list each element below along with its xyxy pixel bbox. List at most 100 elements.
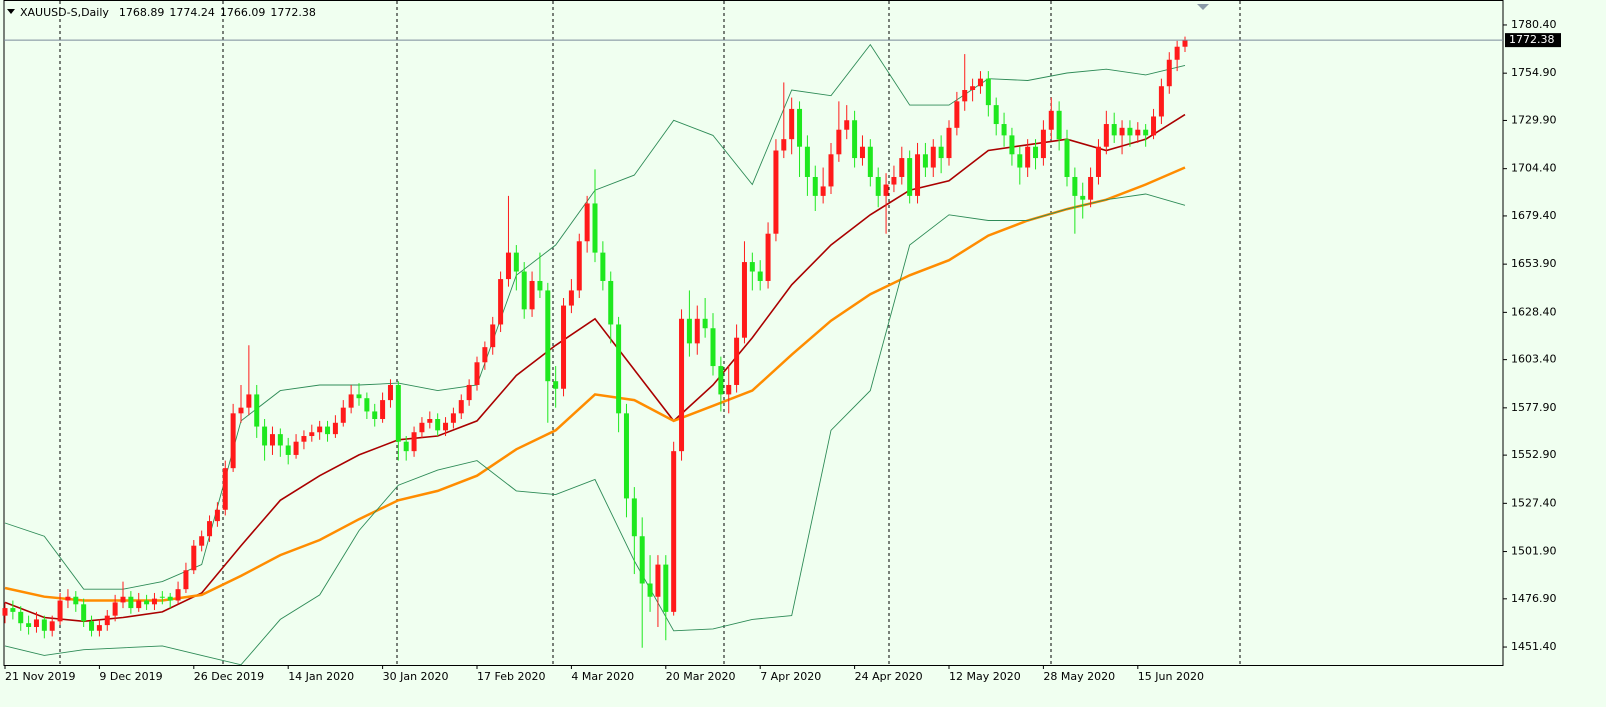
candle-body xyxy=(1033,146,1039,159)
y-tick-label: 1653.90 xyxy=(1511,257,1557,270)
candle-body xyxy=(2,608,8,616)
candle-body xyxy=(96,625,102,631)
candle-body xyxy=(828,154,834,187)
candle-body xyxy=(922,154,928,168)
y-tick-label: 1501.90 xyxy=(1511,545,1557,558)
candle-body xyxy=(962,90,968,102)
candle-body xyxy=(883,184,889,196)
candle-body xyxy=(33,619,39,627)
candle-body xyxy=(395,384,401,442)
x-tick-label: 9 Dec 2019 xyxy=(99,670,162,683)
y-tick-label: 1476.90 xyxy=(1511,592,1557,605)
candle-body xyxy=(553,381,559,389)
candle-body xyxy=(49,621,55,631)
candle-body xyxy=(81,604,87,622)
y-tick-label: 1527.40 xyxy=(1511,496,1557,509)
candle-body xyxy=(844,120,850,130)
chart-title: XAUUSD-S,Daily xyxy=(20,6,109,19)
indicator-line xyxy=(4,193,1186,666)
x-tick-label: 28 May 2020 xyxy=(1043,670,1115,683)
candle-body xyxy=(726,384,732,395)
candle-body xyxy=(325,426,331,435)
candle-body xyxy=(938,146,944,159)
candle-body xyxy=(1088,176,1094,200)
candle-body xyxy=(1009,135,1015,155)
candle-body xyxy=(1095,146,1101,177)
candle-body xyxy=(529,280,535,310)
candle-body xyxy=(946,127,952,159)
candle-body xyxy=(411,432,417,452)
indicator-line xyxy=(4,166,1186,602)
y-tick-label: 1780.40 xyxy=(1511,18,1557,31)
candle-body xyxy=(734,337,740,385)
candle-body xyxy=(1064,139,1070,177)
candle-body xyxy=(112,602,118,616)
candle-body xyxy=(65,596,71,601)
candle-body xyxy=(1072,176,1078,196)
menu-arrow[interactable] xyxy=(7,9,15,14)
y-tick-label: 1754.90 xyxy=(1511,66,1557,79)
indicator-line xyxy=(4,113,1186,623)
candle-body xyxy=(1158,86,1164,117)
y-tick-label: 1729.90 xyxy=(1511,113,1557,126)
candle-body xyxy=(710,328,716,367)
candle-body xyxy=(970,86,976,91)
x-tick-label: 30 Jan 2020 xyxy=(383,670,449,683)
candle-body xyxy=(387,384,393,401)
candle-body xyxy=(1111,124,1117,136)
candle-body xyxy=(191,545,197,571)
candle-body xyxy=(836,129,842,155)
candle-body xyxy=(537,280,543,291)
candle-body xyxy=(269,434,275,446)
candle-body xyxy=(576,241,582,291)
candle-body xyxy=(490,324,496,348)
candle-body xyxy=(789,108,795,140)
candle-body xyxy=(584,203,590,242)
candle-body xyxy=(1056,110,1062,140)
candle-body xyxy=(356,394,362,399)
x-tick-label: 26 Dec 2019 xyxy=(194,670,264,683)
candle-body xyxy=(73,596,79,605)
x-tick-label: 15 Jun 2020 xyxy=(1138,670,1204,683)
candle-body xyxy=(1103,124,1109,147)
low-value: 1766.09 xyxy=(220,6,266,19)
candle-body xyxy=(545,290,551,382)
candle-body xyxy=(317,426,323,433)
candle-body xyxy=(136,600,142,609)
candle-body xyxy=(419,422,425,433)
candle-body xyxy=(309,432,315,437)
candle-body xyxy=(427,419,433,423)
candle-body xyxy=(859,146,865,159)
candle-body xyxy=(568,290,574,306)
candle-body xyxy=(907,158,913,196)
candle-body xyxy=(741,262,747,338)
candle-body xyxy=(820,186,826,196)
candle-body xyxy=(120,596,126,603)
candle-body xyxy=(647,583,653,597)
candle-body xyxy=(694,318,700,344)
price-label-box xyxy=(1505,33,1561,48)
candle-body xyxy=(561,305,567,389)
candle-body xyxy=(104,615,110,626)
candle-body xyxy=(26,623,32,627)
candle-body xyxy=(623,413,629,499)
candle-body xyxy=(403,441,409,452)
candle-body xyxy=(332,422,338,435)
shift-marker xyxy=(1197,4,1209,10)
candle-body xyxy=(10,608,16,612)
candle-body xyxy=(655,564,661,597)
x-tick-label: 21 Nov 2019 xyxy=(5,670,75,683)
y-tick-label: 1704.40 xyxy=(1511,162,1557,175)
candle-body xyxy=(474,362,480,385)
candle-body xyxy=(482,347,488,363)
candle-body xyxy=(1174,46,1180,60)
candle-body xyxy=(891,176,897,185)
candle-body xyxy=(238,407,244,414)
candle-body xyxy=(246,394,252,408)
candle-body xyxy=(1048,110,1054,130)
chart-header: XAUUSD-S,Daily 1768.89 1774.24 1766.09 1772.… xyxy=(20,6,316,19)
candle-body xyxy=(1151,116,1157,136)
candle-body xyxy=(301,436,307,442)
candle-body xyxy=(639,536,645,584)
